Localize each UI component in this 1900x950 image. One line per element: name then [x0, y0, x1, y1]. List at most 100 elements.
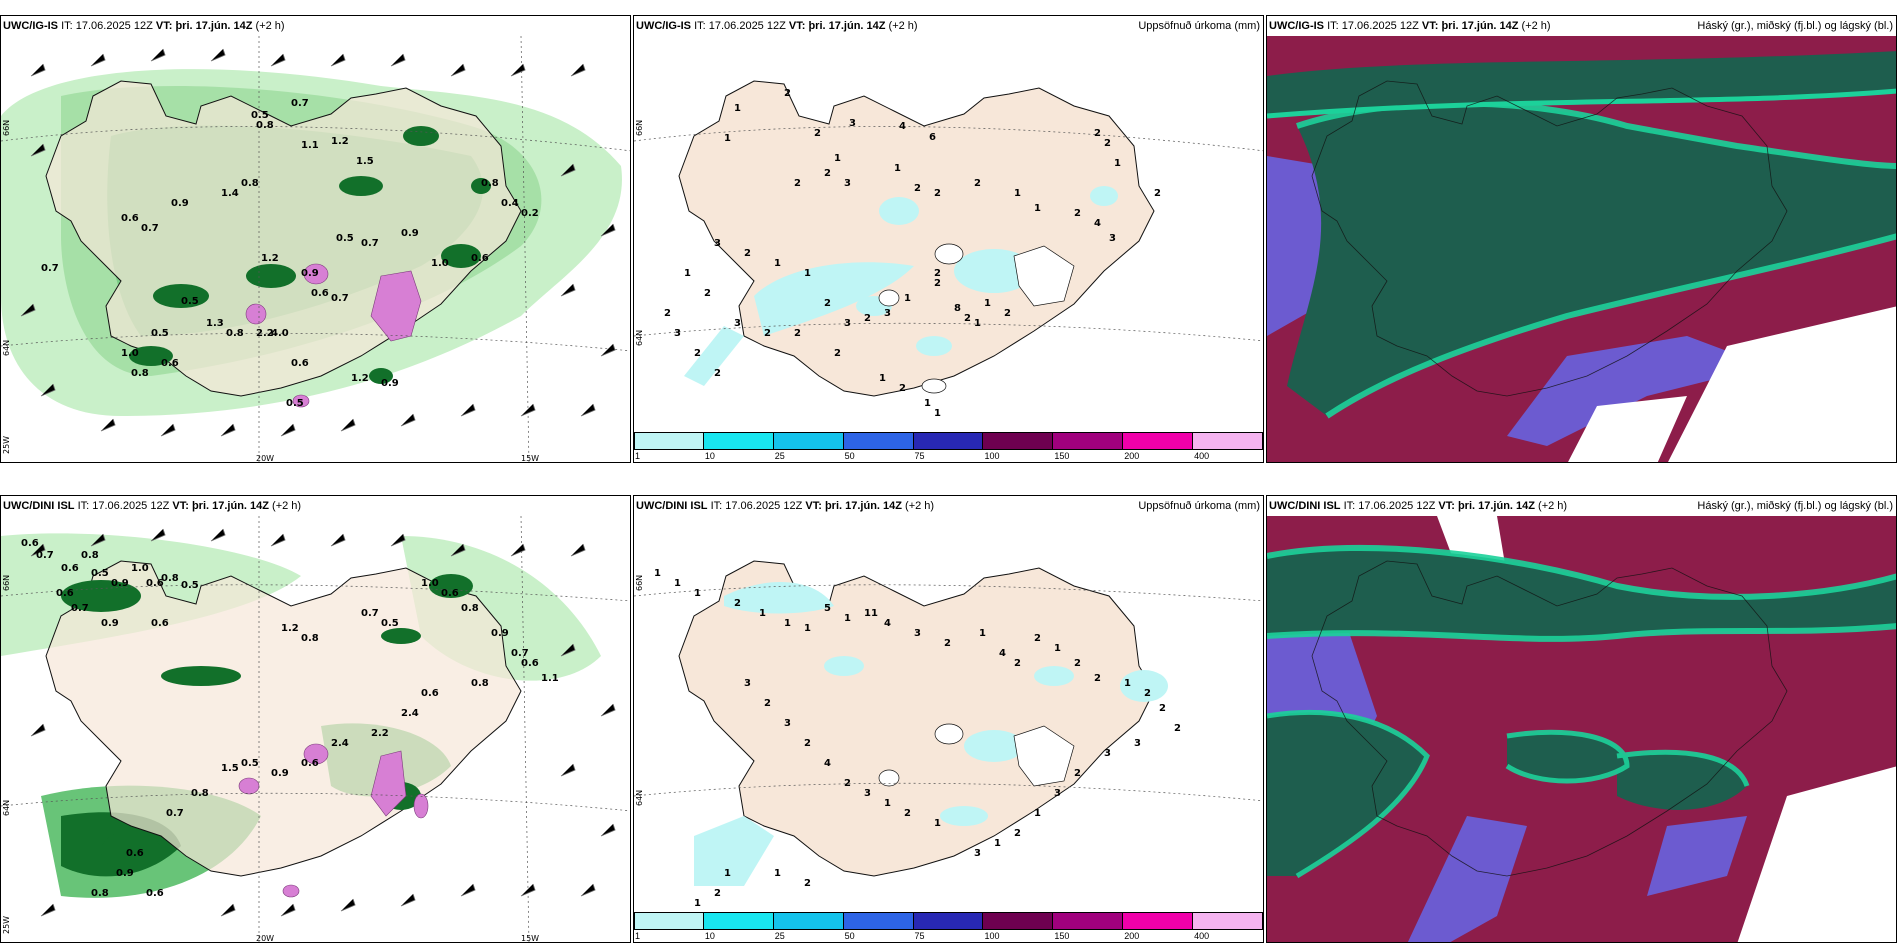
initial-time: 17.06.2025 12Z	[1341, 20, 1419, 32]
precip-value-label: 2	[899, 383, 906, 394]
precip-value-label: 2.2	[371, 728, 389, 739]
clear-area	[1568, 306, 1896, 462]
precip-colorbar: 1 10 25 50 75 100 150 200 400	[634, 912, 1263, 942]
precip-value-label: 1	[654, 568, 661, 579]
precip-value-label: 1	[904, 293, 911, 304]
precip-value-label: 3	[1104, 748, 1111, 759]
it-label: IT:	[1327, 20, 1339, 32]
colorbar-swatch	[843, 432, 914, 450]
lead-time: (+2 h)	[888, 20, 918, 32]
panel-header: UWC/DINI ISL IT: 17.06.2025 12Z VT: þri.…	[634, 496, 1263, 516]
precip-value-label: 0.7	[511, 648, 529, 659]
colorbar-tick-label: 50	[844, 931, 855, 941]
precip-value-label: 0.9	[491, 628, 509, 639]
precip-value-label: 2	[1034, 633, 1041, 644]
high-cloud-layer	[1287, 103, 1896, 416]
vt-label: VT:	[172, 500, 189, 512]
precip-value-label: 0.7	[331, 293, 349, 304]
precip-value-label: 0.8	[301, 633, 319, 644]
precip-value-label: 2	[934, 268, 941, 279]
precip-value-label: 1	[879, 373, 886, 384]
precip-value-label: 0.8	[191, 788, 209, 799]
precip-value-label: 0.8	[461, 603, 479, 614]
colorbar-tick-label: 150	[1054, 451, 1070, 461]
precip-value-label: 0.9	[111, 578, 129, 589]
precip-value-labels: 0.60.70.60.80.50.91.00.60.80.50.60.70.9 0…	[21, 538, 559, 899]
colorbar-swatch	[1123, 912, 1194, 930]
precip-value-label: 1.3	[206, 318, 224, 329]
precip-value-label: 2	[1104, 138, 1111, 149]
precip-value-label: 1	[784, 618, 791, 629]
precip-value-label: 3	[844, 178, 851, 189]
precip-value-label: 1.0	[421, 578, 439, 589]
cloud-map	[1267, 516, 1896, 942]
lat-label-64n: 64N	[635, 790, 644, 806]
precip-value-label: 0.5	[381, 618, 399, 629]
precip-value-label: 0.9	[271, 768, 289, 779]
vt-label: VT:	[805, 500, 822, 512]
precip-value-label: 0.5	[91, 568, 109, 579]
precip-value-label: 1	[734, 103, 741, 114]
precip-value-label: 1	[724, 133, 731, 144]
precip-value-label: 4	[1094, 218, 1101, 229]
precip-value-label: 0.6	[21, 538, 39, 549]
valid-time: þri. 17.jún. 14Z	[1441, 20, 1519, 32]
precip-value-label: 0.7	[361, 608, 379, 619]
lead-time: (+2 h)	[1538, 500, 1568, 512]
precip-value-label: 0.9	[301, 268, 319, 279]
precip-value-label: 0.5	[336, 233, 354, 244]
wind-barbs	[30, 528, 616, 917]
precip-value-label: 1	[684, 268, 691, 279]
precip-value-label: 2	[814, 128, 821, 139]
precip-value-label: 1	[1034, 203, 1041, 214]
max-precip-cells	[245, 263, 422, 408]
precip-value-label: 1	[894, 163, 901, 174]
precip-value-label: 0.6	[56, 588, 74, 599]
precip-value-label: 1.2	[331, 136, 349, 147]
precip-value-label: 1	[1124, 678, 1131, 689]
high-cloud-layer	[1267, 547, 1896, 639]
precip-value-label: 2	[1074, 658, 1081, 669]
precip-value-label: 1	[844, 613, 851, 624]
precip-value-label: 0.6	[126, 848, 144, 859]
it-label: IT:	[694, 20, 706, 32]
precip-value-label: 2	[734, 598, 741, 609]
precip-value-label: 5	[824, 603, 831, 614]
panel-header: UWC/DINI ISL IT: 17.06.2025 12Z VT: þri.…	[1267, 496, 1896, 516]
precip-value-label: 0.6	[521, 658, 539, 669]
precip-value-label: 2	[1074, 768, 1081, 779]
precip-value-label: 2	[784, 88, 791, 99]
graticule	[634, 584, 1263, 802]
colorbar-tick-label: 50	[844, 451, 855, 461]
precip-value-label: 1.4	[221, 188, 239, 199]
precip-value-label: 1	[694, 898, 701, 909]
lead-time: (+2 h)	[905, 500, 935, 512]
precip-value-label: 2	[864, 313, 871, 324]
precip-value-label: 0.6	[471, 253, 489, 264]
precip-value-label: 0.6	[146, 888, 164, 899]
model-source: UWC/DINI ISL	[3, 500, 75, 512]
precip-value-label: 0.9	[116, 868, 134, 879]
colorbar-swatch	[983, 912, 1054, 930]
it-label: IT:	[61, 20, 73, 32]
precip-value-label: 0.6	[146, 578, 164, 589]
precip-value-label: 1	[774, 258, 781, 269]
colorbar-swatch	[983, 432, 1054, 450]
precip-value-label: 1	[804, 623, 811, 634]
colorbar-tick-label: 400	[1194, 451, 1210, 461]
colorbar-tick-label: 200	[1124, 451, 1140, 461]
precip-value-label: 0.7	[166, 808, 184, 819]
precip-value-label: 2	[914, 183, 921, 194]
precip-value-label: 3	[914, 628, 921, 639]
colorbar-tick-label: 25	[774, 931, 785, 941]
panel-header: UWC/IG-IS IT: 17.06.2025 12Z VT: þri. 17…	[634, 16, 1263, 36]
precip-value-label: 1	[884, 798, 891, 809]
precip-value-label: 6	[929, 132, 936, 143]
colorbar-swatch	[1053, 432, 1124, 450]
high-cloud-layer-south	[1267, 712, 1747, 876]
precip-value-label: 2	[834, 348, 841, 359]
initial-time: 17.06.2025 12Z	[75, 20, 153, 32]
precip-value-label: 1.5	[356, 156, 374, 167]
